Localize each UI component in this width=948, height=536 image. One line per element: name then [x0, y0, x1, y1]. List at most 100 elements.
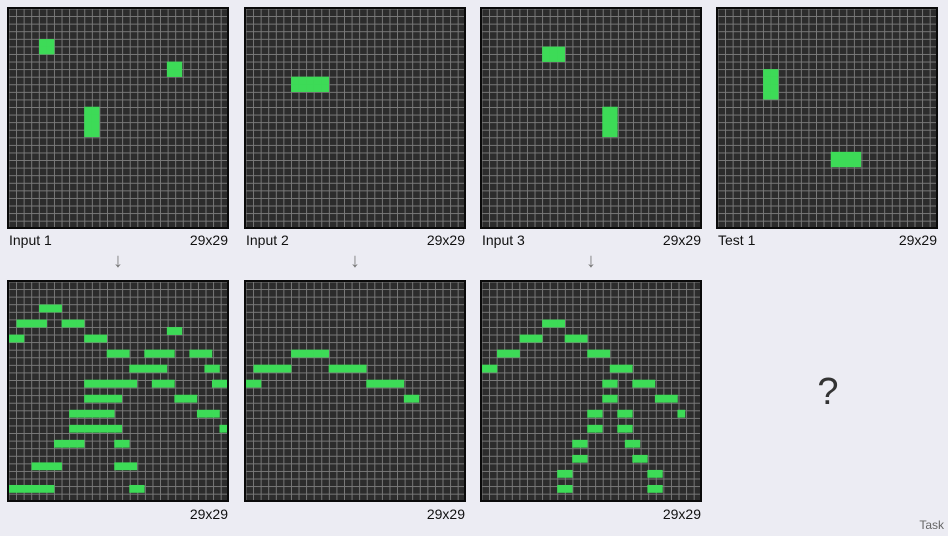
- grid-cell: [482, 364, 490, 373]
- grid-cell: [91, 379, 100, 388]
- grid-cell: [91, 334, 100, 343]
- grid-cell: [632, 454, 641, 463]
- output-3-cells: [482, 319, 686, 493]
- grid-cell: [204, 409, 213, 418]
- input-3-cells: [542, 46, 618, 138]
- grid-cell: [609, 394, 618, 403]
- grid-cell: [276, 364, 284, 373]
- grid-cell: [24, 319, 32, 328]
- grid-cell: [609, 114, 618, 123]
- grid-cell: [84, 379, 92, 388]
- grid-cell: [624, 364, 633, 373]
- grid-cell: [99, 424, 108, 433]
- grid-cell: [336, 364, 345, 373]
- grid-cell: [654, 469, 663, 478]
- grid-cell: [159, 364, 168, 373]
- task-footer: Task: [919, 518, 944, 532]
- grid-cell: [253, 364, 262, 373]
- grid-cell: [557, 54, 565, 62]
- input-3-label: Input 3: [482, 232, 525, 248]
- grid-cell: [166, 327, 175, 335]
- grid-cell: [639, 454, 648, 463]
- grid-cell: [114, 424, 123, 433]
- grid-cell: [91, 121, 100, 130]
- grid-cell: [321, 349, 329, 358]
- grid-cell: [196, 349, 205, 358]
- grid-cell: [219, 379, 227, 388]
- grid-cell: [129, 379, 138, 388]
- grid-cell: [291, 84, 299, 92]
- input-1-cells: [39, 39, 183, 138]
- output-2-size: 29x29: [426, 506, 465, 522]
- grid-cell: [114, 349, 123, 358]
- grid-cell: [39, 46, 47, 55]
- grid-cell: [677, 409, 686, 418]
- grid-cell: [121, 349, 130, 358]
- grid-cell: [542, 46, 550, 55]
- grid-cell: [99, 334, 108, 343]
- grid-cell: [373, 379, 382, 388]
- grid-cell: [763, 84, 771, 92]
- input-2-size: 29x29: [426, 232, 465, 248]
- grid-cell: [159, 379, 168, 388]
- grid-cell: [542, 54, 550, 62]
- grid-cell: [189, 394, 198, 403]
- grid-cell: [291, 349, 299, 358]
- grid-cell: [166, 349, 175, 358]
- grid-cell: [76, 319, 85, 328]
- grid-cell: [129, 364, 138, 373]
- grid-cell: [151, 379, 160, 388]
- grid-cell: [114, 462, 123, 471]
- grid-cell: [411, 394, 420, 403]
- grid-cell: [121, 462, 130, 471]
- grid-cell: [166, 69, 175, 77]
- arrow-down-icon: ↓: [113, 250, 123, 272]
- grid-cell: [504, 349, 513, 358]
- grid-cell: [129, 462, 138, 471]
- grid-cell: [564, 334, 573, 343]
- grid-cell: [624, 409, 633, 418]
- grid-cell: [189, 349, 198, 358]
- grid-cell: [129, 484, 138, 493]
- grid-cell: [174, 327, 183, 335]
- input-3-grid: [480, 7, 702, 229]
- output-3-size: 29x29: [662, 506, 701, 522]
- output-1-cells: [9, 304, 227, 493]
- grid-cell: [647, 484, 656, 493]
- grid-cell: [770, 91, 779, 100]
- grid-cell: [166, 379, 175, 388]
- grid-cell: [358, 364, 367, 373]
- grid-cell: [99, 409, 108, 418]
- grid-cell: [91, 409, 100, 418]
- grid-cell: [579, 439, 588, 448]
- input-2-grid: [244, 7, 466, 229]
- grid-cell: [174, 61, 183, 70]
- grid-cell: [196, 409, 205, 418]
- grid-cell: [594, 409, 603, 418]
- grid-cell: [557, 46, 565, 55]
- grid-cell: [24, 484, 32, 493]
- grid-cell: [587, 424, 596, 433]
- grid-cell: [84, 106, 92, 115]
- grid-cell: [587, 409, 596, 418]
- grid-cell: [106, 349, 115, 358]
- grid-cell: [91, 114, 100, 123]
- test-1-size: 29x29: [898, 232, 937, 248]
- grid-cell: [381, 379, 390, 388]
- grid-cell: [763, 91, 771, 100]
- grid-cell: [497, 349, 505, 358]
- grid-cell: [46, 39, 55, 47]
- test-output-placeholder: ?: [817, 371, 839, 413]
- grid-cell: [602, 379, 611, 388]
- grid-cell: [306, 349, 314, 358]
- grid-cell: [211, 364, 220, 373]
- grid-cell: [298, 349, 307, 358]
- arrow-down-icon: ↓: [586, 250, 596, 272]
- grid-cell: [838, 151, 847, 160]
- grid-cell: [534, 334, 543, 343]
- grid-cell: [594, 424, 603, 433]
- grid-cell: [572, 439, 581, 448]
- grid-cell: [99, 394, 108, 403]
- input-3-size: 29x29: [662, 232, 701, 248]
- grid-cell: [609, 106, 618, 115]
